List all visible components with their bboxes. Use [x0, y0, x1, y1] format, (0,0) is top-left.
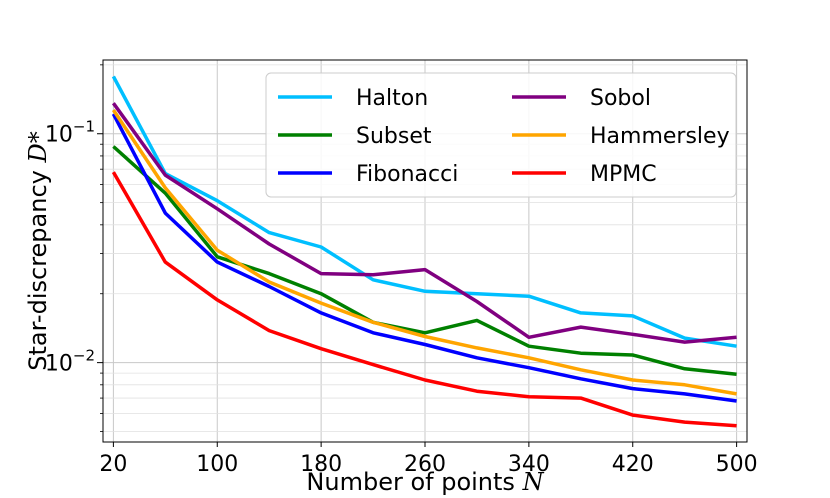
- y-axis-label: Star-discrepancy D*: [24, 131, 52, 371]
- x-tick-label: 180: [300, 452, 342, 477]
- x-tick-label: 260: [404, 452, 446, 477]
- x-axis-label: Number of points N: [306, 468, 544, 496]
- y-tick-label: 10−2: [45, 347, 95, 377]
- x-tick-label: 340: [508, 452, 550, 477]
- series-line-sobol: [111, 102, 737, 344]
- legend-label-mpmc: MPMC: [590, 162, 657, 187]
- y-tick-label: 10−1: [45, 118, 95, 148]
- legend-label-hammersley: Hammersley: [590, 124, 730, 149]
- legend-label-halton: Halton: [356, 86, 428, 111]
- series-line-halton: [111, 75, 737, 348]
- legend-label-sobol: Sobol: [590, 86, 651, 111]
- x-axis-label-variable: N: [522, 468, 545, 496]
- y-axis-label-text: Star-discrepancy: [24, 170, 52, 371]
- x-tick-label: 420: [612, 452, 654, 477]
- series-line-mpmc: [111, 171, 737, 428]
- series-line-fibonacci: [111, 113, 737, 403]
- x-tick-label: 500: [716, 452, 758, 477]
- x-tick-label: 20: [99, 452, 127, 477]
- legend-label-subset: Subset: [356, 124, 432, 149]
- series-line-subset: [112, 145, 737, 376]
- x-tick-label: 100: [196, 452, 238, 477]
- y-axis-label-variable: D*: [24, 131, 52, 163]
- legend-label-fibonacci: Fibonacci: [356, 162, 458, 187]
- x-axis-ticks: 20 100 180 260 340 420 500: [99, 442, 758, 477]
- y-axis-ticks: 10−1 10−2: [45, 64, 103, 432]
- series-line-hammersley: [111, 109, 737, 396]
- series-lines: [111, 75, 737, 428]
- legend: Halton Subset Fibonacci Sobol Hammersley MPMC: [265, 72, 737, 198]
- x-axis-label-text: Number of points: [306, 468, 515, 496]
- legend-box: [265, 72, 737, 198]
